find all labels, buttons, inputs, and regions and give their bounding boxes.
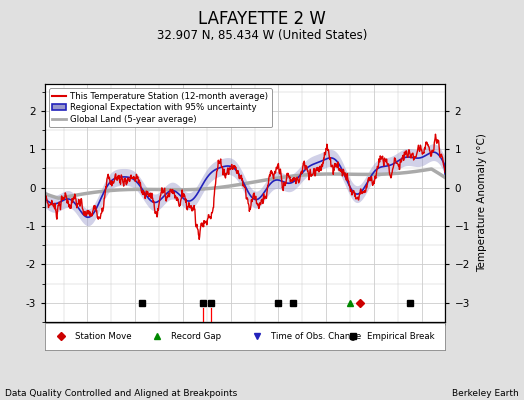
Text: LAFAYETTE 2 W: LAFAYETTE 2 W [198,10,326,28]
Text: Station Move: Station Move [74,332,131,341]
Text: Record Gap: Record Gap [171,332,221,341]
Legend: This Temperature Station (12-month average), Regional Expectation with 95% uncer: This Temperature Station (12-month avera… [49,88,272,127]
Y-axis label: Temperature Anomaly (°C): Temperature Anomaly (°C) [477,134,487,272]
Text: Empirical Break: Empirical Break [367,332,435,341]
Text: Berkeley Earth: Berkeley Earth [452,389,519,398]
Text: Time of Obs. Change: Time of Obs. Change [271,332,361,341]
Text: Data Quality Controlled and Aligned at Breakpoints: Data Quality Controlled and Aligned at B… [5,389,237,398]
Text: 32.907 N, 85.434 W (United States): 32.907 N, 85.434 W (United States) [157,29,367,42]
